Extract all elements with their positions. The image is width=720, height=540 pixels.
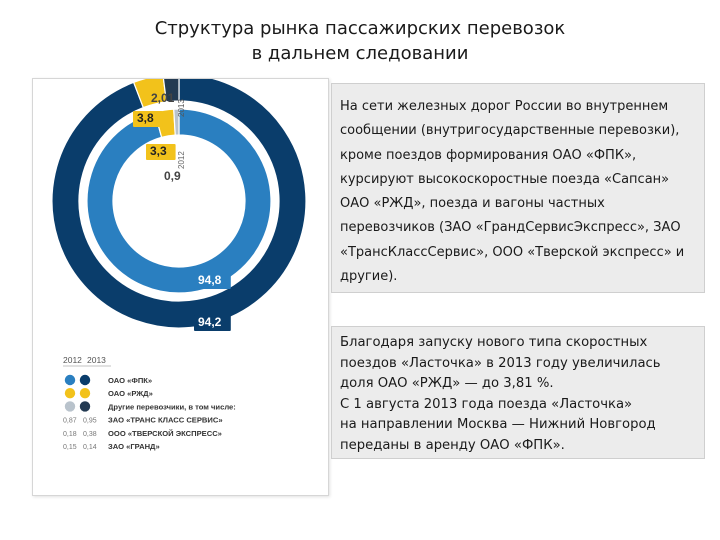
inner-ring-slice-2 [173, 108, 180, 136]
label-2012-other: 0,9 [164, 169, 181, 183]
label-2012-rzd-bg [146, 144, 176, 160]
label-2013-other: 2,01 [151, 91, 175, 105]
legend-label-2: Другие перевозчики, в том числе: [108, 402, 236, 411]
label-2013-rzd-bg [133, 111, 163, 127]
info-line-4: С 1 августа 2013 года поезда «Ласточка» [340, 396, 633, 412]
title-line-2: в дальнем следовании [251, 43, 469, 64]
label-2012-fpk-bg [194, 273, 231, 289]
info-line-1: Благодаря запуску нового типа скоростных [340, 335, 648, 350]
inner-ring-slice-0 [86, 108, 272, 294]
legend-dot-2012-0 [64, 374, 76, 386]
label-2012-fpk: 94,8 [198, 273, 222, 287]
legend-dot-2013-2 [79, 401, 91, 412]
legend-value-2012-3: 0,87 [63, 418, 77, 425]
info-paragraph-1: На сети железных дорог России во внутрен… [340, 99, 685, 285]
legend-dot-2012-2 [64, 401, 76, 412]
legend-label-4: ООО «ТВЕРСКОЙ ЭКСПРЕСС» [108, 429, 222, 438]
legend-label-1: ОАО «РЖД» [108, 389, 153, 398]
chart-panel: 2,01 3,8 3,3 0,9 94,8 94,2 2013 2012 2012 2013 ОАО… [32, 78, 329, 496]
outer-ring-slice-0 [51, 79, 307, 329]
info-line-3: доля ОАО «РЖД» — до 3,81 %. [340, 376, 554, 391]
label-2013-fpk-bg [194, 315, 231, 331]
legend-dot-2012-1 [64, 388, 76, 399]
label-2013-rzd: 3,8 [137, 111, 154, 125]
info-line-6: переданы в аренду ОАО «ФПК». [340, 437, 565, 453]
donut-chart: 2,01 3,8 3,3 0,9 94,8 94,2 2013 2012 2012 2013 ОАО… [51, 79, 307, 451]
legend-dot-2013-0 [79, 374, 91, 386]
legend-label-0: ОАО «ФПК» [108, 376, 152, 385]
ring-year-2013: 2013 [177, 99, 186, 117]
info-line-5: на направлении Москва — Нижний Новгород [340, 417, 656, 432]
legend-year-2013: 2013 [87, 355, 106, 365]
label-2012-rzd: 3,3 [150, 144, 167, 158]
legend-label-5: ЗАО «ГРАНД» [108, 442, 160, 451]
info-line-2: поездов «Ласточка» в 2013 году увеличила… [340, 355, 661, 371]
legend-dot-2013-1 [79, 388, 91, 399]
legend-value-2012-5: 0,15 [63, 444, 77, 451]
legend-label-3: ЗАО «ТРАНС КЛАСС СЕРВИС» [108, 416, 223, 425]
info-box-network: На сети железных дорог России во внутрен… [331, 83, 705, 293]
legend-value-2013-3: 0,95 [83, 418, 97, 425]
legend-value-2013-5: 0,14 [83, 444, 97, 451]
page-title: Структура рынка пассажирских перевозок в… [0, 16, 720, 66]
info-box-lastochka: Благодаря запуску нового типа скоростных… [331, 326, 705, 459]
ring-year-2012: 2012 [177, 151, 186, 169]
title-line-1: Структура рынка пассажирских перевозок [154, 18, 566, 39]
outer-ring-slice-2 [162, 79, 180, 103]
legend-value-2012-4: 0,18 [63, 431, 77, 438]
legend-value-2013-4: 0,38 [83, 431, 97, 438]
label-2013-fpk: 94,2 [198, 315, 222, 329]
legend-year-2012: 2012 [63, 355, 82, 365]
